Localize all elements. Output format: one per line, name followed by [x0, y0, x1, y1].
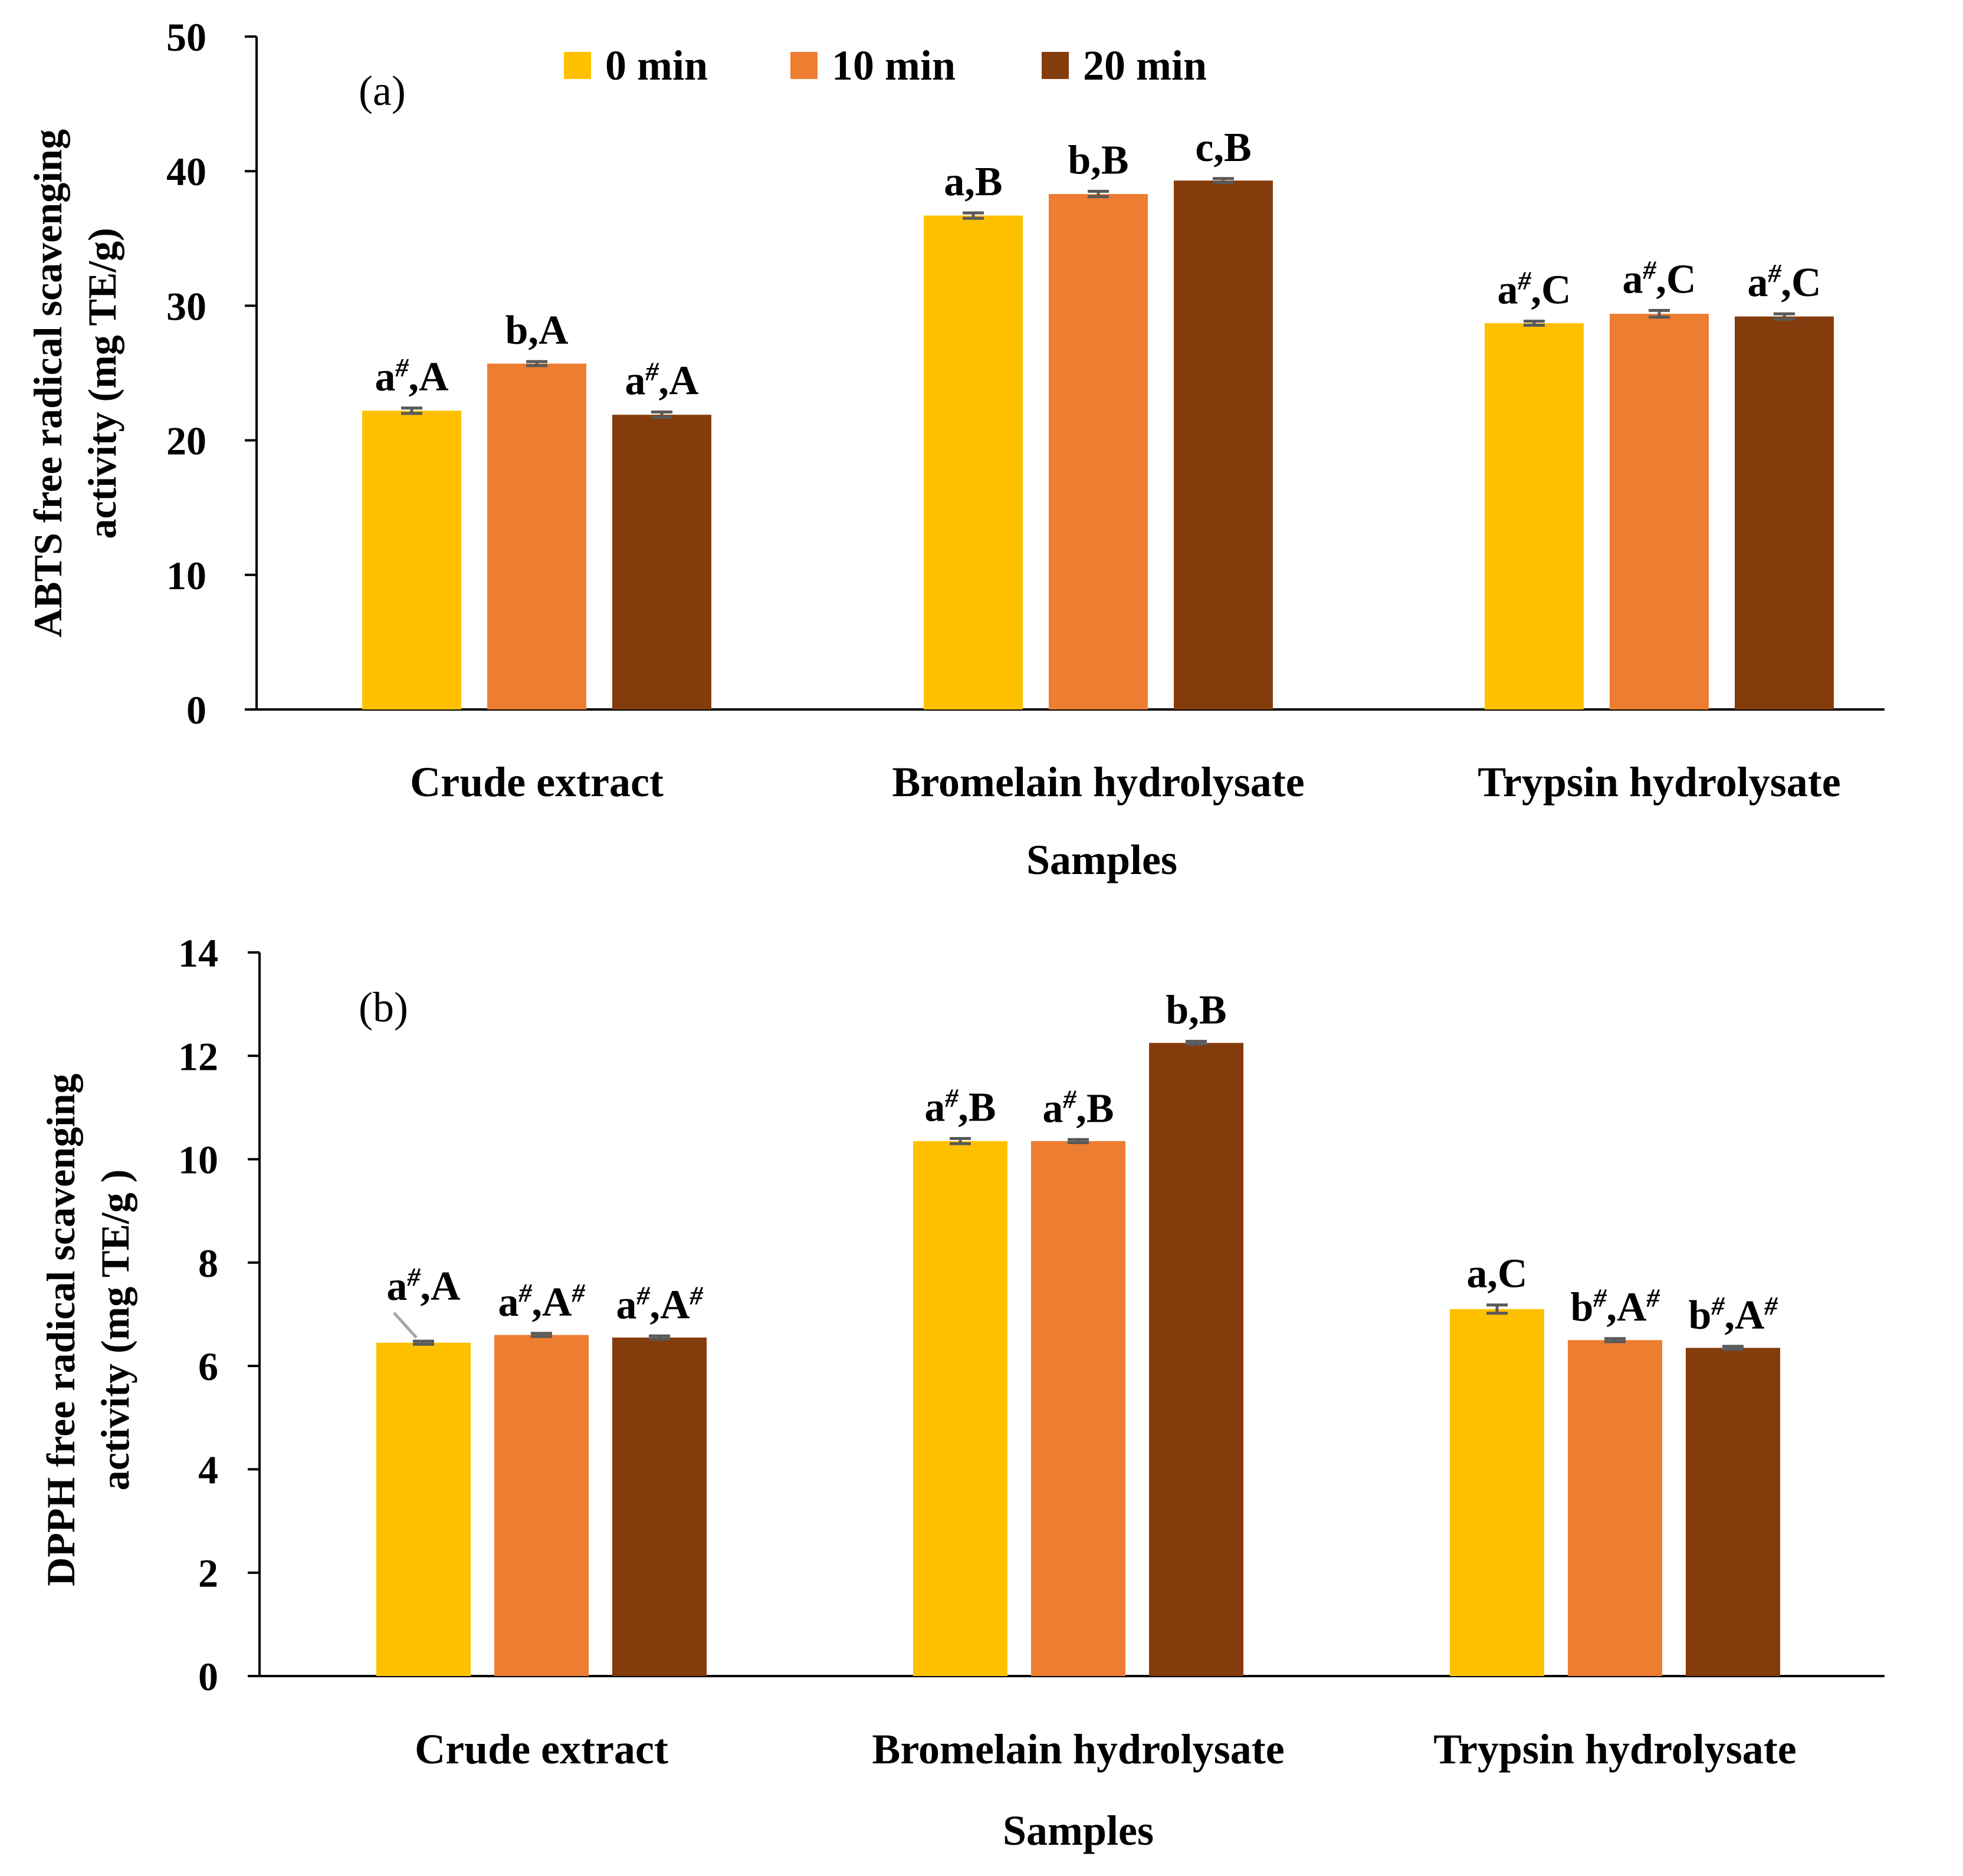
panel-label-a: (a)	[359, 67, 406, 114]
error-bar-a	[1649, 308, 1670, 319]
error-bar-a	[526, 360, 547, 367]
y-tick-label-a: 0	[186, 688, 206, 732]
panel-label-b: (b)	[359, 984, 408, 1031]
bar-annotation-a: a#,C	[1622, 255, 1696, 302]
x-category-label-a: Trypsin hydrolysate	[1478, 758, 1840, 806]
error-bar-b	[1068, 1138, 1089, 1145]
bar-a	[1610, 314, 1709, 709]
bar-annotation-b: b,B	[1166, 988, 1226, 1033]
chart-b: (b) Samples DPPH free radical scavenging…	[38, 931, 1885, 1854]
y-tick-label-a: 40	[166, 149, 206, 194]
error-bar-b	[1722, 1345, 1744, 1351]
bar-a	[924, 215, 1023, 710]
bar-annotation-a: a#,C	[1747, 259, 1821, 306]
y-tick-label-a: 30	[166, 284, 206, 328]
error-bar-b	[413, 1339, 434, 1346]
chart-a: (a) Samples ABTS free radical scavenging…	[25, 15, 1885, 883]
bar-b	[376, 1342, 471, 1676]
bar-a	[362, 410, 461, 709]
y-axis-label-a-line-2: activity (mg TE/g)	[80, 228, 124, 539]
error-bar-a	[651, 410, 672, 419]
bar-annotation-b: a#,A#	[498, 1278, 585, 1325]
annotation-leader-line	[393, 1312, 418, 1339]
error-bar-b	[1486, 1303, 1508, 1315]
x-axis-label-a: Samples	[1026, 836, 1177, 883]
bar-annotation-b: a#,A	[386, 1263, 461, 1310]
x-category-label-a: Bromelain hydrolysate	[892, 758, 1304, 806]
bar-annotation-a: a#,A	[625, 357, 699, 404]
legend: 0 min 10 min 20 min	[564, 42, 1207, 89]
y-tick-label-a: 20	[166, 419, 206, 464]
bar-a	[1049, 193, 1148, 709]
bar-a	[612, 415, 711, 709]
error-bar-b	[1186, 1040, 1207, 1046]
error-bar-b	[531, 1332, 552, 1338]
legend-swatch-20min	[1042, 52, 1069, 79]
x-category-label-a: Crude extract	[410, 758, 664, 806]
bar-annotation-a: a#,C	[1497, 266, 1571, 313]
x-category-label-b: Bromelain hydrolysate	[872, 1726, 1284, 1773]
error-bar-b	[1604, 1337, 1626, 1343]
y-axis-label-a-line-1: ABTS free radical scavenging	[25, 129, 70, 638]
error-bar-a	[1213, 177, 1234, 185]
bar-annotation-b: a,C	[1466, 1251, 1527, 1297]
bar-b	[1568, 1340, 1662, 1676]
error-bar-a	[1524, 320, 1545, 327]
x-category-label-b: Crude extract	[415, 1726, 668, 1773]
bar-a	[487, 363, 586, 709]
bar-a	[1174, 180, 1273, 709]
y-tick-label-b: 10	[178, 1138, 218, 1182]
bar-b	[612, 1337, 707, 1676]
y-tick-label-b: 4	[198, 1447, 218, 1492]
y-tick-label-b: 2	[198, 1551, 218, 1596]
bar-b	[1149, 1043, 1243, 1676]
y-tick-label-b: 14	[178, 931, 218, 975]
y-axis-label-b-line-2: activity (mg TE/g )	[93, 1169, 137, 1491]
bar-b	[1031, 1141, 1125, 1676]
bar-b	[1450, 1309, 1544, 1676]
y-tick-label-b: 0	[198, 1654, 218, 1699]
error-bar-a	[401, 406, 422, 415]
legend-label-10min: 10 min	[832, 42, 956, 89]
bar-annotation-a: b,A	[505, 308, 569, 353]
bar-annotation-b: a#,A#	[616, 1281, 703, 1328]
y-tick-label-b: 8	[198, 1241, 218, 1286]
bar-a	[1735, 316, 1834, 709]
bar-annotation-a: a,B	[944, 159, 1002, 205]
legend-swatch-10min	[790, 52, 818, 79]
bar-annotation-b: a#,B	[1042, 1085, 1114, 1132]
bar-annotation-a: b,B	[1068, 137, 1128, 183]
y-tick-label-b: 12	[178, 1034, 218, 1079]
error-bar-a	[1774, 312, 1795, 321]
error-bar-a	[1088, 189, 1109, 199]
x-axis-label-b: Samples	[1003, 1807, 1154, 1854]
y-tick-label-b: 6	[198, 1344, 218, 1389]
y-axis-label-b-line-1: DPPH free radical scavenging	[38, 1073, 83, 1586]
bar-b	[913, 1141, 1007, 1676]
bar-b	[494, 1335, 589, 1676]
legend-label-20min: 20 min	[1083, 42, 1207, 89]
bar-annotation-b: b#,A#	[1689, 1291, 1778, 1338]
legend-label-0min: 0 min	[605, 42, 708, 89]
y-tick-label-a: 50	[166, 15, 206, 60]
x-category-label-b: Trypsin hydrolysate	[1433, 1726, 1796, 1773]
error-bar-b	[649, 1334, 670, 1341]
bar-annotation-b: b#,A#	[1571, 1283, 1660, 1330]
bar-a	[1485, 323, 1584, 709]
y-tick-label-a: 10	[166, 553, 206, 598]
bar-annotation-a: c,B	[1195, 125, 1251, 170]
plot-area-a: 0 10 20 30 40 50 Crude extract Bromelain hydrol…	[166, 15, 1885, 806]
plot-area-b: 0 2 4 6 8 10 12 14 Crude extract Bromelain hydrol…	[178, 931, 1885, 1773]
bar-annotation-a: a#,A	[375, 353, 449, 400]
error-bar-b	[950, 1137, 971, 1145]
bar-b	[1686, 1348, 1780, 1676]
bar-annotation-b: a#,B	[924, 1083, 996, 1131]
legend-swatch-0min	[564, 52, 591, 79]
error-bar-a	[963, 211, 984, 220]
